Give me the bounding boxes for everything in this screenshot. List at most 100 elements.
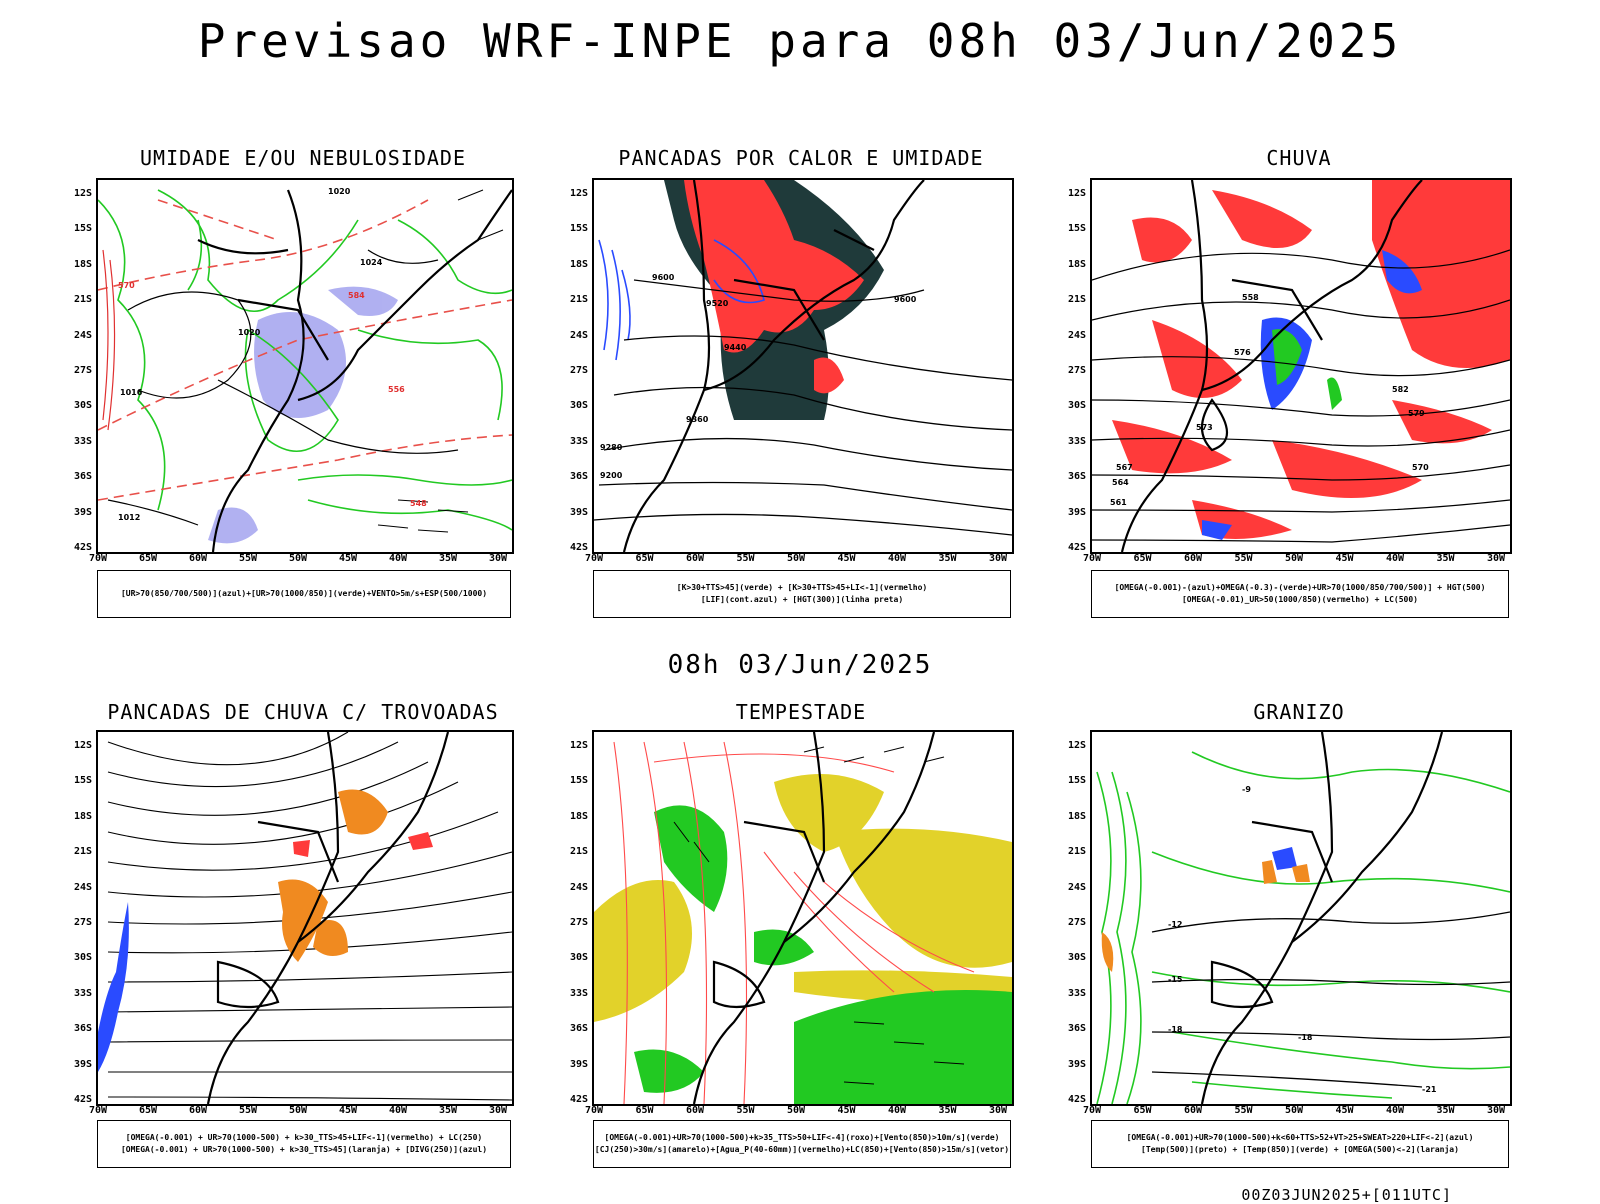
- lon-tick-label: 70W: [1082, 1105, 1102, 1116]
- map-panel-chuva[interactable]: 582 579 576 573 570 567 564 561 558: [1090, 178, 1512, 554]
- lon-tick-label: 50W: [288, 1105, 308, 1116]
- lon-tick-label: 55W: [736, 553, 755, 564]
- red-contour-west: [102, 249, 116, 431]
- svg-text:548: 548: [410, 499, 427, 508]
- legend-umidade: [UR>70(850/700/500)](azul)+[UR>70(1000/8…: [97, 570, 511, 618]
- svg-text:564: 564: [1112, 478, 1129, 487]
- contour-labels: 1020 1024 1016 1012 1020 584 570 556 548: [118, 187, 427, 522]
- coastline-borders: [1120, 180, 1423, 552]
- lat-tick-label: 24S: [1067, 329, 1086, 341]
- lat-tick-label: 27S: [569, 917, 588, 928]
- lon-tick-label: 30W: [488, 553, 508, 564]
- svg-text:558: 558: [1242, 293, 1259, 302]
- map-panel-tempestade[interactable]: [592, 730, 1014, 1106]
- lon-tick-label: 45W: [837, 1105, 856, 1116]
- svg-text:1024: 1024: [360, 258, 383, 267]
- svg-text:9280: 9280: [600, 443, 623, 452]
- panel-title-umidade: UMIDADE E/OU NEBULOSIDADE: [139, 146, 467, 170]
- lon-tick-label: 35W: [938, 553, 957, 564]
- lat-tick-label: 21S: [569, 846, 588, 858]
- lat-tick-label: 24S: [569, 881, 588, 893]
- lat-tick-label: 12S: [569, 740, 588, 751]
- lon-tick-label: 45W: [1335, 1105, 1354, 1116]
- lon-tick-label: 50W: [1284, 553, 1304, 564]
- lat-tick-label: 39S: [73, 1058, 92, 1070]
- panel-title-pancadas-calor: PANCADAS POR CALOR E UMIDADE: [618, 146, 984, 170]
- lat-tick-label: 15S: [569, 775, 588, 787]
- map-tempestade: [594, 732, 1012, 1104]
- svg-text:-18: -18: [1168, 1025, 1183, 1034]
- lon-tick-label: 60W: [685, 553, 705, 564]
- lat-tick-label: 21S: [1067, 846, 1086, 858]
- lat-tick-label: 24S: [1067, 881, 1086, 893]
- lat-tick-label: 18S: [1067, 810, 1086, 822]
- lat-tick-label: 21S: [569, 294, 588, 306]
- legend-granizo: [OMEGA(-0.001)+UR>70(1000-500)+k<60+TTS>…: [1091, 1120, 1509, 1168]
- map-panel-umidade[interactable]: 1020 1024 1016 1012 1020 584 570 556 548: [96, 178, 514, 554]
- lat-tick-label: 42S: [73, 542, 92, 553]
- lon-tick-label: 65W: [138, 1105, 158, 1116]
- lat-tick-label: 12S: [1067, 740, 1086, 751]
- lon-tick-label: 40W: [887, 553, 907, 564]
- hail-areas: [1101, 847, 1310, 972]
- lon-tick-label: 35W: [438, 553, 458, 564]
- lon-tick-label: 30W: [1486, 1105, 1506, 1116]
- forecast-time-label: 08h 03/Jun/2025: [667, 650, 933, 680]
- lon-tick-label: 40W: [388, 553, 408, 564]
- lon-tick-label: 30W: [488, 1105, 508, 1116]
- lon-tick-label: 60W: [188, 1105, 208, 1116]
- hgt500-contours: [1092, 249, 1510, 543]
- lat-tick-label: 15S: [1067, 775, 1086, 787]
- lat-tick-label: 18S: [1067, 258, 1086, 270]
- map-panel-granizo[interactable]: -12 -15 -18 -18 -21 -9: [1090, 730, 1512, 1106]
- svg-text:9200: 9200: [600, 471, 623, 480]
- lat-tick-label: 21S: [73, 294, 92, 306]
- lat-tick-label: 12S: [569, 188, 588, 199]
- map-panel-trovoadas[interactable]: [96, 730, 514, 1106]
- svg-text:576: 576: [1234, 348, 1251, 357]
- legend-pancadas-calor: [K>30+TTS>45](verde) + [K>30+TTS>45+LI<-…: [593, 570, 1011, 618]
- lat-tick-label: 36S: [1067, 1023, 1086, 1035]
- contour-labels: -12 -15 -18 -18 -21 -9: [1168, 785, 1437, 1094]
- lat-tick-label: 39S: [73, 506, 92, 518]
- lat-tick-label: 30S: [569, 952, 588, 964]
- map-umidade: 1020 1024 1016 1012 1020 584 570 556 548: [98, 187, 512, 552]
- lat-tick-label: 33S: [73, 987, 92, 999]
- rain-blue-green-areas: [1202, 250, 1422, 540]
- lat-tick-label: 27S: [1067, 365, 1086, 376]
- contour-labels: 9600 9520 9440 9360 9280 9200 9600: [600, 273, 917, 480]
- map-chuva: 582 579 576 573 570 567 564 561 558: [1092, 180, 1510, 552]
- lat-tick-label: 27S: [73, 917, 92, 928]
- lon-tick-label: 50W: [1284, 1105, 1304, 1116]
- lat-tick-label: 39S: [569, 1058, 588, 1070]
- lat-tick-label: 15S: [1067, 223, 1086, 235]
- lon-tick-label: 45W: [338, 553, 358, 564]
- lon-tick-label: 35W: [938, 1105, 957, 1116]
- lon-tick-label: 60W: [1183, 553, 1203, 564]
- svg-text:9600: 9600: [894, 295, 917, 304]
- lon-tick-label: 40W: [1385, 553, 1405, 564]
- lon-tick-label: 55W: [1234, 1105, 1253, 1116]
- svg-text:9520: 9520: [706, 299, 729, 308]
- svg-text:1020: 1020: [328, 187, 351, 196]
- lon-tick-label: 30W: [988, 553, 1008, 564]
- convection-red-area: [684, 180, 864, 394]
- lat-tick-label: 30S: [1067, 952, 1086, 964]
- lon-tick-label: 35W: [1436, 553, 1455, 564]
- svg-text:1012: 1012: [118, 513, 140, 522]
- lon-tick-label: 45W: [837, 553, 856, 564]
- lon-tick-label: 70W: [584, 553, 604, 564]
- svg-text:579: 579: [1408, 409, 1425, 418]
- lon-tick-label: 40W: [887, 1105, 907, 1116]
- lon-tick-label: 65W: [138, 553, 158, 564]
- lat-tick-label: 33S: [73, 435, 92, 447]
- map-panel-pancadas-calor[interactable]: 9600 9520 9440 9360 9280 9200 9600: [592, 178, 1014, 554]
- lat-tick-label: 21S: [73, 846, 92, 858]
- lon-tick-label: 50W: [288, 553, 308, 564]
- main-title: Previsao WRF-INPE para 08h 03/Jun/2025: [197, 14, 1403, 68]
- svg-text:582: 582: [1392, 385, 1409, 394]
- lat-tick-label: 12S: [73, 740, 92, 751]
- legend-trovoadas: [OMEGA(-0.001) + UR>70(1000-500) + k>30_…: [97, 1120, 511, 1168]
- map-granizo: -12 -15 -18 -18 -21 -9: [1096, 732, 1510, 1104]
- svg-text:9360: 9360: [686, 415, 709, 424]
